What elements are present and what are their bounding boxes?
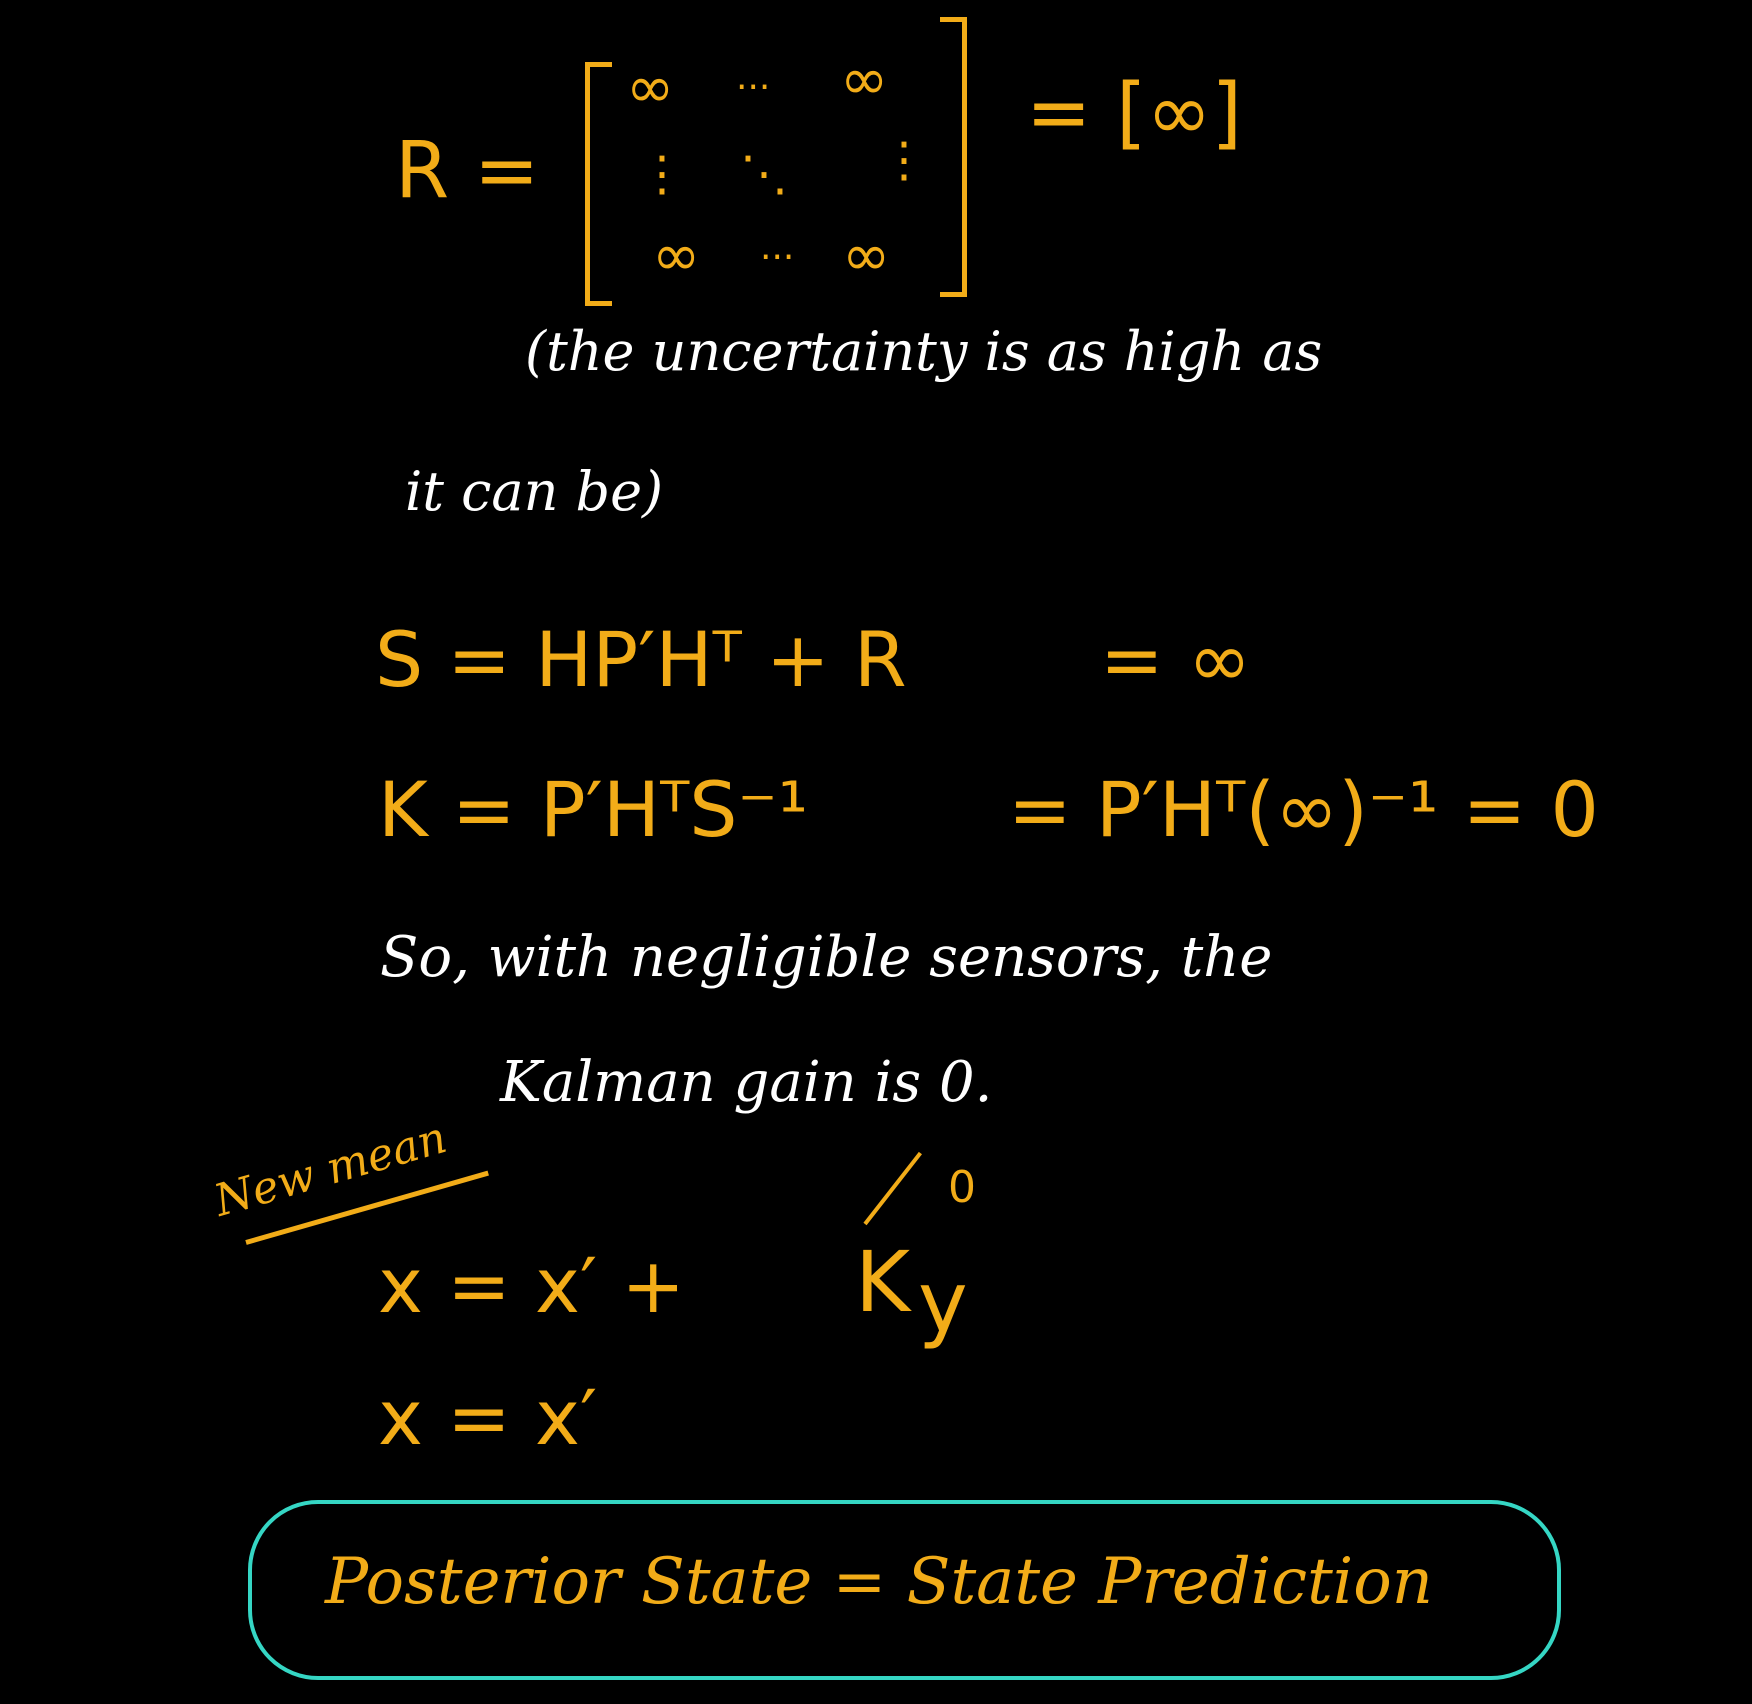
final-statement-box (248, 1500, 1561, 1680)
x-equation-lhs: x = x′ + (378, 1241, 686, 1330)
k-equation-lhs: K = P′HᵀS⁻¹ (378, 765, 809, 854)
matrix-cell-bottom-left: ∞ (652, 221, 701, 289)
note-uncertainty-line2: it can be) (405, 460, 664, 523)
new-mean-label: New mean (208, 1112, 453, 1227)
matrix-cell-top-left: ∞ (626, 53, 675, 121)
k-zero-annotation: 0 (948, 1162, 976, 1213)
x-equals-x-prime: x = x′ (378, 1373, 598, 1462)
k-strike-line (863, 1151, 922, 1226)
k-equation-rhs: = P′Hᵀ(∞)⁻¹ = 0 (1008, 765, 1599, 854)
conclusion-line1: So, with negligible sensors, the (380, 925, 1273, 990)
matrix-bottom-dots: ··· (760, 237, 795, 278)
matrix-vertical-dots-left: ⋮ (638, 146, 686, 202)
conclusion-line2: Kalman gain is 0. (500, 1050, 993, 1115)
s-equation-rhs: = ∞ (1100, 615, 1252, 704)
y-symbol: y (918, 1253, 968, 1351)
matrix-cell-bottom-right: ∞ (842, 221, 891, 289)
final-statement: Posterior State = State Prediction (325, 1545, 1433, 1619)
r-equation-lhs: R = (395, 126, 540, 216)
matrix-cell-top-right: ∞ (840, 45, 889, 113)
matrix-vertical-dots-right: ⋮ (880, 132, 928, 188)
matrix-right-bracket (940, 17, 967, 297)
matrix-top-dots: ··· (736, 67, 771, 108)
matrix-left-bracket (585, 62, 612, 306)
note-uncertainty-line1: (the uncertainty is as high as (525, 320, 1323, 383)
r-equation-rhs: = [∞] (1026, 68, 1242, 158)
k-crossed-symbol: K (855, 1233, 911, 1331)
matrix-diagonal-dots: ⋱ (740, 146, 788, 202)
s-equation-lhs: S = HP′Hᵀ + R (375, 615, 907, 704)
